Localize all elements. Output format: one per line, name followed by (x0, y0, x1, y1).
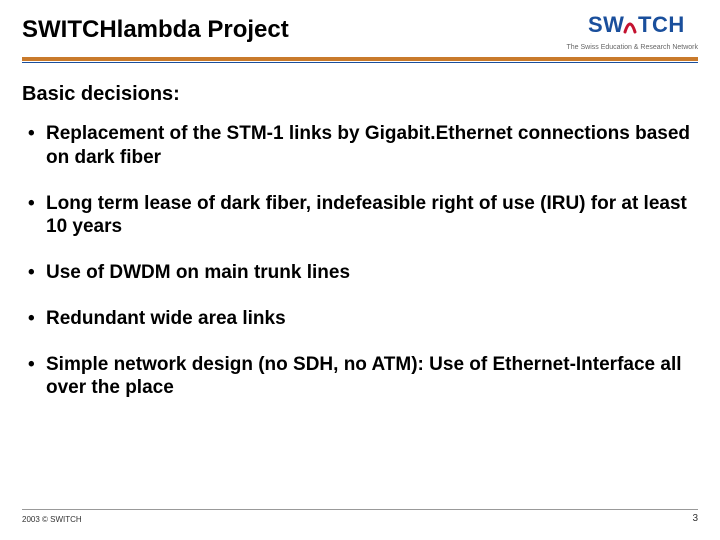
content: Basic decisions: Replacement of the STM-… (22, 63, 698, 400)
logo: SW TCH The Swiss Education & Research Ne… (567, 12, 699, 51)
divider-orange (22, 57, 698, 61)
logo-subtitle: The Swiss Education & Research Network (567, 44, 699, 51)
footer: 2003 © SWITCH 3 (22, 509, 698, 524)
slide-title: SWITCHlambda Project (22, 16, 289, 44)
section-subtitle: Basic decisions: (22, 83, 698, 106)
switch-logo-icon: SW TCH (588, 12, 698, 38)
header-row: SWITCHlambda Project SW TCH The Swiss Ed… (22, 14, 698, 51)
svg-text:TCH: TCH (638, 12, 685, 37)
slide: SWITCHlambda Project SW TCH The Swiss Ed… (0, 0, 720, 540)
page-number: 3 (692, 513, 698, 524)
svg-text:SW: SW (588, 12, 624, 37)
list-item: Simple network design (no SDH, no ATM): … (28, 353, 698, 401)
list-item: Redundant wide area links (28, 307, 698, 331)
list-item: Long term lease of dark fiber, indefeasi… (28, 192, 698, 240)
list-item: Use of DWDM on main trunk lines (28, 261, 698, 285)
list-item: Replacement of the STM-1 links by Gigabi… (28, 122, 698, 170)
logo-text: SW TCH (567, 12, 699, 42)
bullet-list: Replacement of the STM-1 links by Gigabi… (22, 122, 698, 400)
footer-copyright: 2003 © SWITCH (22, 515, 82, 524)
